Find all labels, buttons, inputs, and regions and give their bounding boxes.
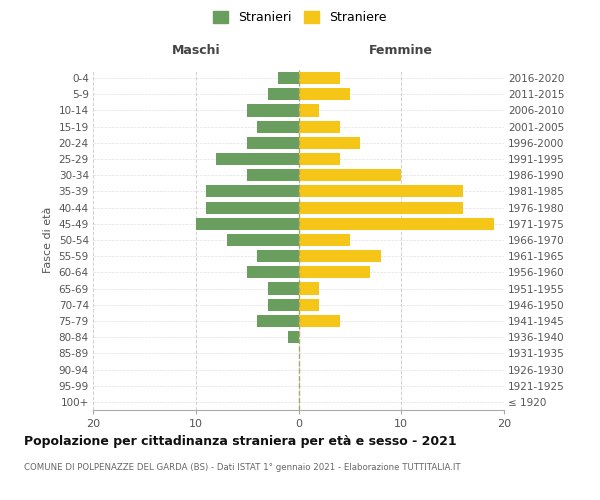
Bar (247, 169, 299, 181)
Bar (247, 137, 299, 149)
Bar (299, 120, 340, 132)
Bar (299, 282, 319, 294)
Bar (299, 315, 340, 327)
Text: COMUNE DI POLPENAZZE DEL GARDA (BS) - Dati ISTAT 1° gennaio 2021 - Elaborazione : COMUNE DI POLPENAZZE DEL GARDA (BS) - Da… (24, 462, 461, 471)
Y-axis label: Fasce di età: Fasce di età (43, 207, 53, 273)
Bar (196, 218, 299, 230)
Bar (299, 186, 463, 198)
Bar (299, 153, 340, 165)
Text: Femmine: Femmine (369, 44, 433, 58)
Bar (257, 250, 299, 262)
Bar (206, 202, 299, 213)
Bar (227, 234, 299, 246)
Bar (299, 266, 370, 278)
Bar (299, 218, 494, 230)
Bar (268, 88, 299, 101)
Bar (299, 298, 319, 311)
Bar (299, 88, 350, 101)
Bar (299, 137, 360, 149)
Bar (257, 120, 299, 132)
Legend: Stranieri, Straniere: Stranieri, Straniere (208, 6, 392, 29)
Bar (299, 104, 319, 117)
Bar (299, 202, 463, 213)
Bar (268, 282, 299, 294)
Bar (299, 250, 381, 262)
Text: Popolazione per cittadinanza straniera per età e sesso - 2021: Popolazione per cittadinanza straniera p… (24, 435, 457, 448)
Bar (299, 169, 401, 181)
Bar (268, 298, 299, 311)
Bar (247, 104, 299, 117)
Bar (299, 72, 340, 84)
Text: Maschi: Maschi (172, 44, 220, 58)
Bar (257, 315, 299, 327)
Bar (206, 186, 299, 198)
Bar (278, 72, 299, 84)
Bar (288, 331, 299, 343)
Bar (217, 153, 299, 165)
Bar (247, 266, 299, 278)
Bar (299, 234, 350, 246)
